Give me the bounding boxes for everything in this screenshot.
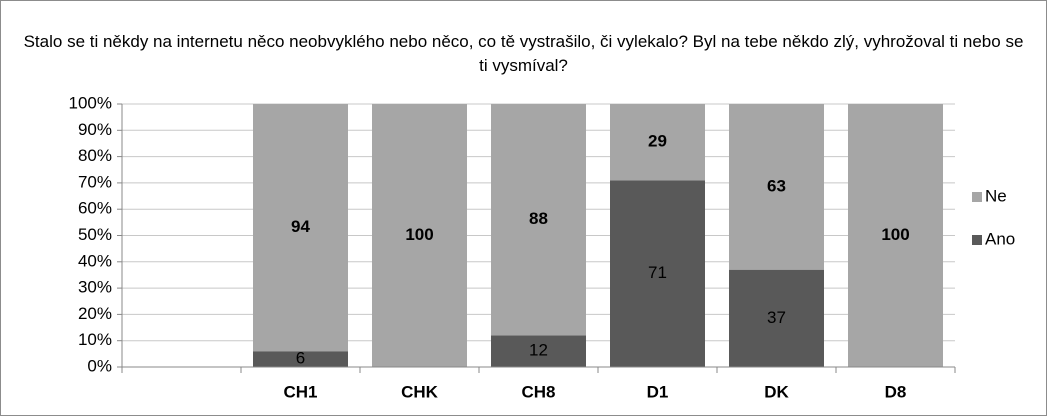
bar-segment xyxy=(729,269,824,367)
bar-segment xyxy=(610,104,705,181)
bar-segment xyxy=(729,104,824,270)
y-tick-label: 70% xyxy=(78,172,112,191)
x-tick-label: CHK xyxy=(401,382,439,401)
y-tick-label: 20% xyxy=(78,304,112,323)
legend-label: Ano xyxy=(985,229,1015,248)
y-tick-label: 100% xyxy=(69,93,112,112)
y-tick-label: 90% xyxy=(78,120,112,139)
y-tick-label: 80% xyxy=(78,146,112,165)
y-tick-label: 60% xyxy=(78,199,112,218)
x-tick-label: DK xyxy=(764,382,789,401)
data-label: 100 xyxy=(881,225,909,244)
x-tick-label: CH1 xyxy=(283,382,317,401)
data-label: 6 xyxy=(296,349,305,368)
y-tick-label: 40% xyxy=(78,251,112,270)
chart-title: Stalo se ti někdy na internetu něco neob… xyxy=(23,32,1024,75)
y-tick-label: 50% xyxy=(78,225,112,244)
data-label: 88 xyxy=(529,209,548,228)
bar-segment xyxy=(372,104,467,367)
data-label: 12 xyxy=(529,341,548,360)
y-tick-label: 0% xyxy=(87,356,112,375)
bar-segment xyxy=(610,180,705,367)
bar-segment xyxy=(253,104,348,352)
data-label: 100 xyxy=(405,225,433,244)
data-label: 37 xyxy=(767,308,786,327)
x-tick-label: D8 xyxy=(885,382,907,401)
data-label: 71 xyxy=(648,263,667,282)
bar-segment xyxy=(253,351,348,367)
bar-segment xyxy=(848,104,943,367)
bar-segment xyxy=(491,335,586,367)
y-tick-label: 30% xyxy=(78,278,112,297)
legend-swatch xyxy=(972,235,982,245)
x-tick-label: CH8 xyxy=(521,382,555,401)
data-label: 94 xyxy=(291,217,310,236)
bar-segment xyxy=(491,104,586,336)
data-label: 29 xyxy=(648,132,667,151)
x-tick-label: D1 xyxy=(647,382,669,401)
y-tick-label: 10% xyxy=(78,330,112,349)
legend-label: Ne xyxy=(985,186,1007,205)
data-label: 63 xyxy=(767,176,786,195)
legend-swatch xyxy=(972,192,982,202)
